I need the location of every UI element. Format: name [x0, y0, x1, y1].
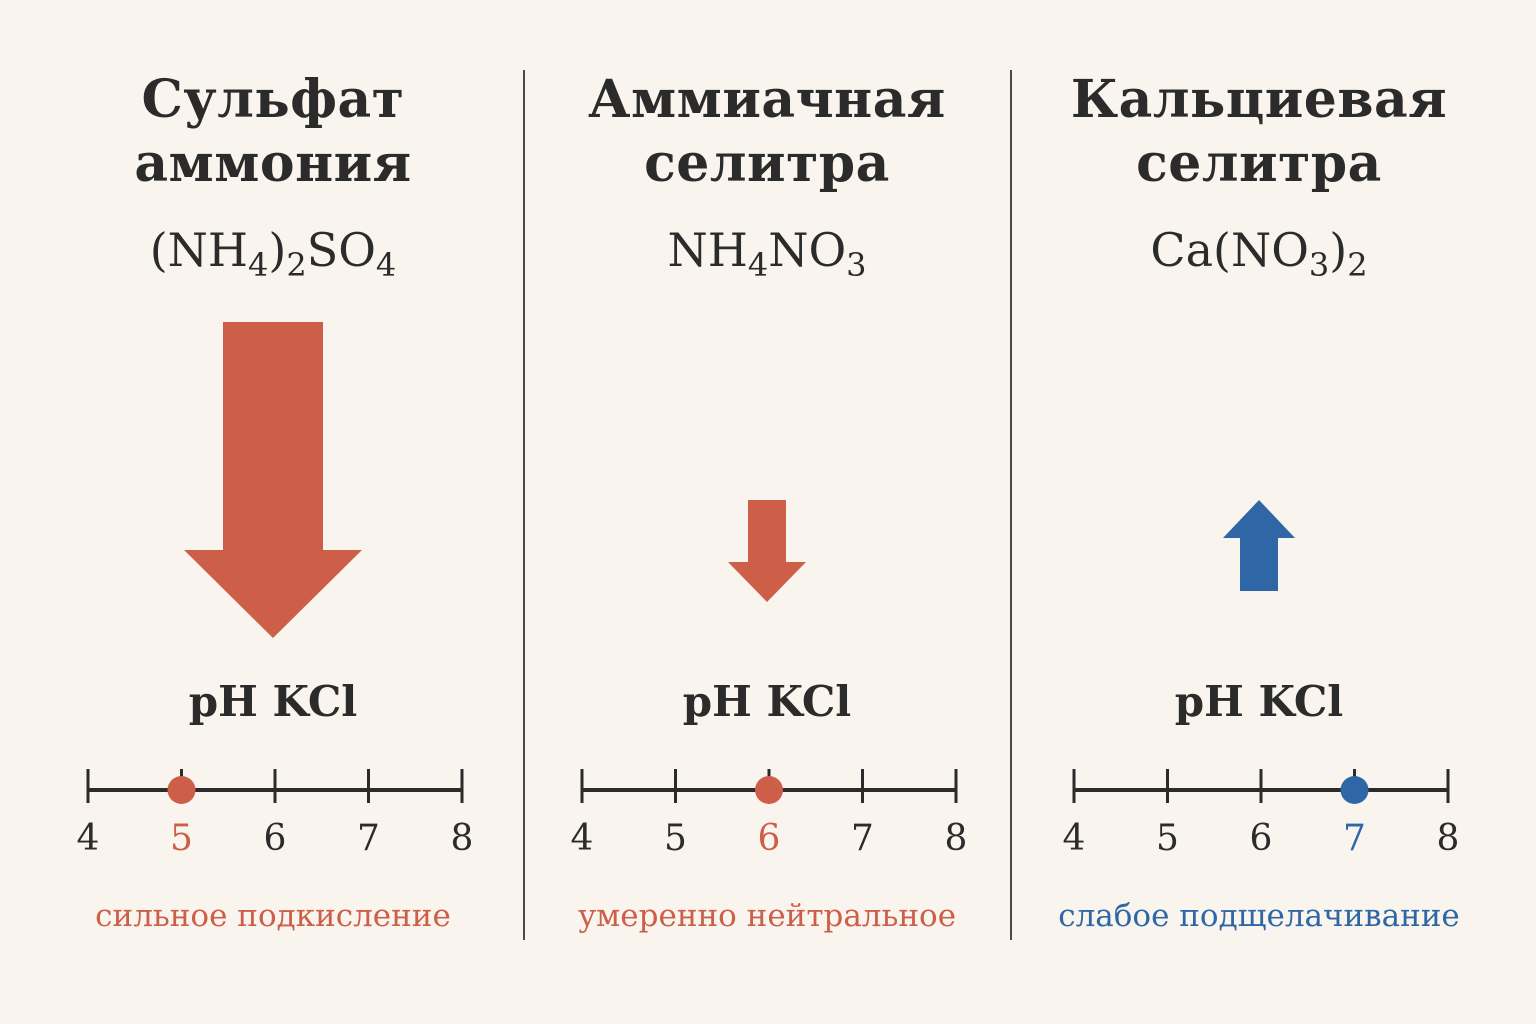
- chemical-formula: Ca(NO3)2: [1014, 220, 1504, 281]
- ph-label: pH KCl: [682, 677, 852, 726]
- chemical-formula: NH4NO3: [522, 220, 1012, 281]
- formula-subscript: 3: [846, 246, 867, 284]
- scale-tick-label: 7: [357, 818, 380, 859]
- effect-label: слабое подщелачивание: [1058, 898, 1460, 934]
- scale-tick-label: 7: [851, 818, 874, 859]
- ph-scale: 4 5 6 7 8: [77, 769, 474, 859]
- scale-tick-label: 6: [264, 818, 287, 859]
- arrow-shape: [1223, 500, 1295, 591]
- scale-tick-label: 5: [170, 818, 193, 859]
- formula-text: Ca(NO: [1150, 223, 1309, 277]
- title-line-2: аммония: [134, 133, 412, 194]
- ph-value-marker: [755, 776, 783, 804]
- formula-text: NH: [667, 223, 748, 277]
- scale-tick-label: 4: [77, 818, 100, 859]
- scale-tick-label: 7: [1343, 818, 1366, 859]
- panel-title: Сульфат аммония: [28, 68, 518, 196]
- arrow-shape: [728, 500, 806, 602]
- formula-text: (NH: [149, 223, 249, 277]
- ph-label: pH KCl: [188, 677, 358, 726]
- ph-scale: 4 5 6 7 8: [571, 769, 968, 859]
- arrow-down-small-icon: [728, 500, 806, 602]
- scale-tick-label: 8: [451, 818, 474, 859]
- chemical-formula: (NH4)2SO4: [28, 220, 518, 281]
- formula-text: ): [1329, 223, 1348, 277]
- effect-label: умеренно нейтральное: [577, 898, 957, 934]
- formula-subscript: 2: [286, 246, 307, 284]
- panel-title: Кальциевая селитра: [1014, 68, 1504, 196]
- arrow-shape: [184, 322, 362, 638]
- title-line-1: Сульфат: [141, 69, 405, 130]
- scale-tick-label: 8: [945, 818, 968, 859]
- title-line-2: селитра: [644, 133, 890, 194]
- ph-value-marker: [1340, 776, 1369, 804]
- scale-tick-label: 4: [571, 818, 594, 859]
- formula-text: SO: [306, 223, 376, 277]
- scale-tick-label: 6: [1250, 818, 1273, 859]
- panel-calcium-nitrate: Кальциевая селитра Ca(NO3)2 pH KCl 4 5 6 7 8…: [1014, 0, 1504, 1024]
- scale-tick-label: 6: [758, 818, 781, 859]
- scale-tick-label: 5: [664, 818, 687, 859]
- formula-text: ): [268, 223, 287, 277]
- formula-subscript: 4: [375, 246, 397, 284]
- effect-label: сильное подкисление: [95, 898, 451, 934]
- arrow-down-large-icon: [184, 322, 362, 638]
- ph-label: pH KCl: [1174, 677, 1344, 726]
- title-line-1: Кальциевая: [1070, 69, 1448, 130]
- scale-tick-label: 5: [1156, 818, 1179, 859]
- formula-subscript: 2: [1347, 246, 1368, 284]
- scale-tick-label: 8: [1437, 818, 1460, 859]
- formula-text: NO: [768, 223, 847, 277]
- panel-title: Аммиачная селитра: [522, 68, 1012, 196]
- title-line-1: Аммиачная: [588, 69, 946, 130]
- scale-tick-label: 4: [1063, 818, 1086, 859]
- title-line-2: селитра: [1136, 133, 1382, 194]
- arrow-up-small-icon: [1223, 500, 1295, 591]
- divider-left: [523, 70, 525, 940]
- ph-scale: 4 5 6 7 8: [1063, 769, 1460, 859]
- divider-right: [1010, 70, 1012, 940]
- formula-subscript: 4: [747, 246, 769, 284]
- formula-subscript: 4: [248, 246, 269, 284]
- formula-subscript: 3: [1308, 246, 1330, 284]
- ph-value-marker: [167, 776, 196, 804]
